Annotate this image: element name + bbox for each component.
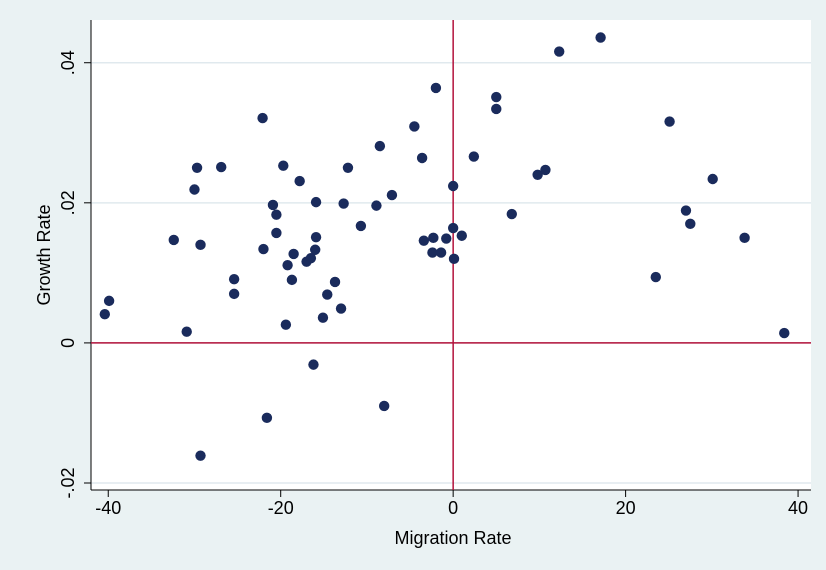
point <box>378 400 390 412</box>
x-tick-label: -20 <box>268 498 294 518</box>
point <box>540 164 551 176</box>
point <box>305 252 317 264</box>
point <box>554 46 565 57</box>
point <box>181 326 192 337</box>
point <box>418 235 430 246</box>
y-axis-label: Growth Rate <box>34 204 54 305</box>
point <box>286 274 298 286</box>
x-tick-label: -40 <box>95 498 121 518</box>
point <box>228 288 240 300</box>
point <box>664 116 675 127</box>
point <box>280 319 292 330</box>
point <box>99 308 110 320</box>
point <box>355 220 367 232</box>
point <box>447 180 459 192</box>
point <box>456 230 467 241</box>
point <box>271 227 282 239</box>
x-tick-label: 40 <box>788 498 808 518</box>
point <box>195 239 206 251</box>
point <box>309 244 321 255</box>
point <box>310 196 322 208</box>
point <box>779 327 790 339</box>
point <box>216 161 227 173</box>
x-tick-label: 0 <box>448 498 458 518</box>
point <box>282 259 293 271</box>
x-axis-label: Migration Rate <box>394 528 511 548</box>
point <box>228 273 240 285</box>
point <box>491 91 502 103</box>
point <box>371 200 382 211</box>
point <box>322 289 333 300</box>
point <box>342 162 354 173</box>
point <box>267 199 279 211</box>
point <box>258 243 269 255</box>
point <box>685 218 696 230</box>
point <box>430 82 442 94</box>
point <box>707 173 718 185</box>
point <box>739 232 750 244</box>
point <box>680 205 692 216</box>
point <box>595 32 606 43</box>
point <box>271 209 282 220</box>
point <box>278 160 289 171</box>
point <box>261 412 273 424</box>
point <box>338 198 349 209</box>
x-tick-label: 20 <box>616 498 636 518</box>
point <box>650 271 661 283</box>
point <box>103 295 115 307</box>
point <box>308 359 319 370</box>
y-tick-label: -.02 <box>58 467 78 498</box>
point <box>447 222 459 234</box>
point <box>435 247 447 258</box>
point <box>288 248 299 260</box>
point <box>468 151 480 162</box>
point <box>317 312 329 323</box>
point <box>386 189 398 201</box>
point <box>416 152 428 164</box>
point <box>427 247 438 258</box>
point <box>506 208 517 220</box>
point <box>329 276 341 288</box>
point <box>374 140 386 152</box>
point <box>532 169 543 180</box>
point <box>448 253 460 265</box>
point <box>491 103 502 115</box>
point <box>257 112 268 124</box>
point <box>168 234 179 246</box>
y-tick-label: .02 <box>58 190 78 215</box>
point <box>195 450 206 461</box>
point <box>294 175 305 187</box>
point <box>409 121 420 132</box>
point <box>335 303 347 314</box>
y-tick-label: 0 <box>58 338 78 348</box>
point <box>189 184 200 195</box>
point <box>441 233 452 244</box>
point <box>310 231 322 243</box>
point <box>191 162 203 173</box>
y-tick-label: .04 <box>58 50 78 75</box>
point <box>428 232 439 244</box>
